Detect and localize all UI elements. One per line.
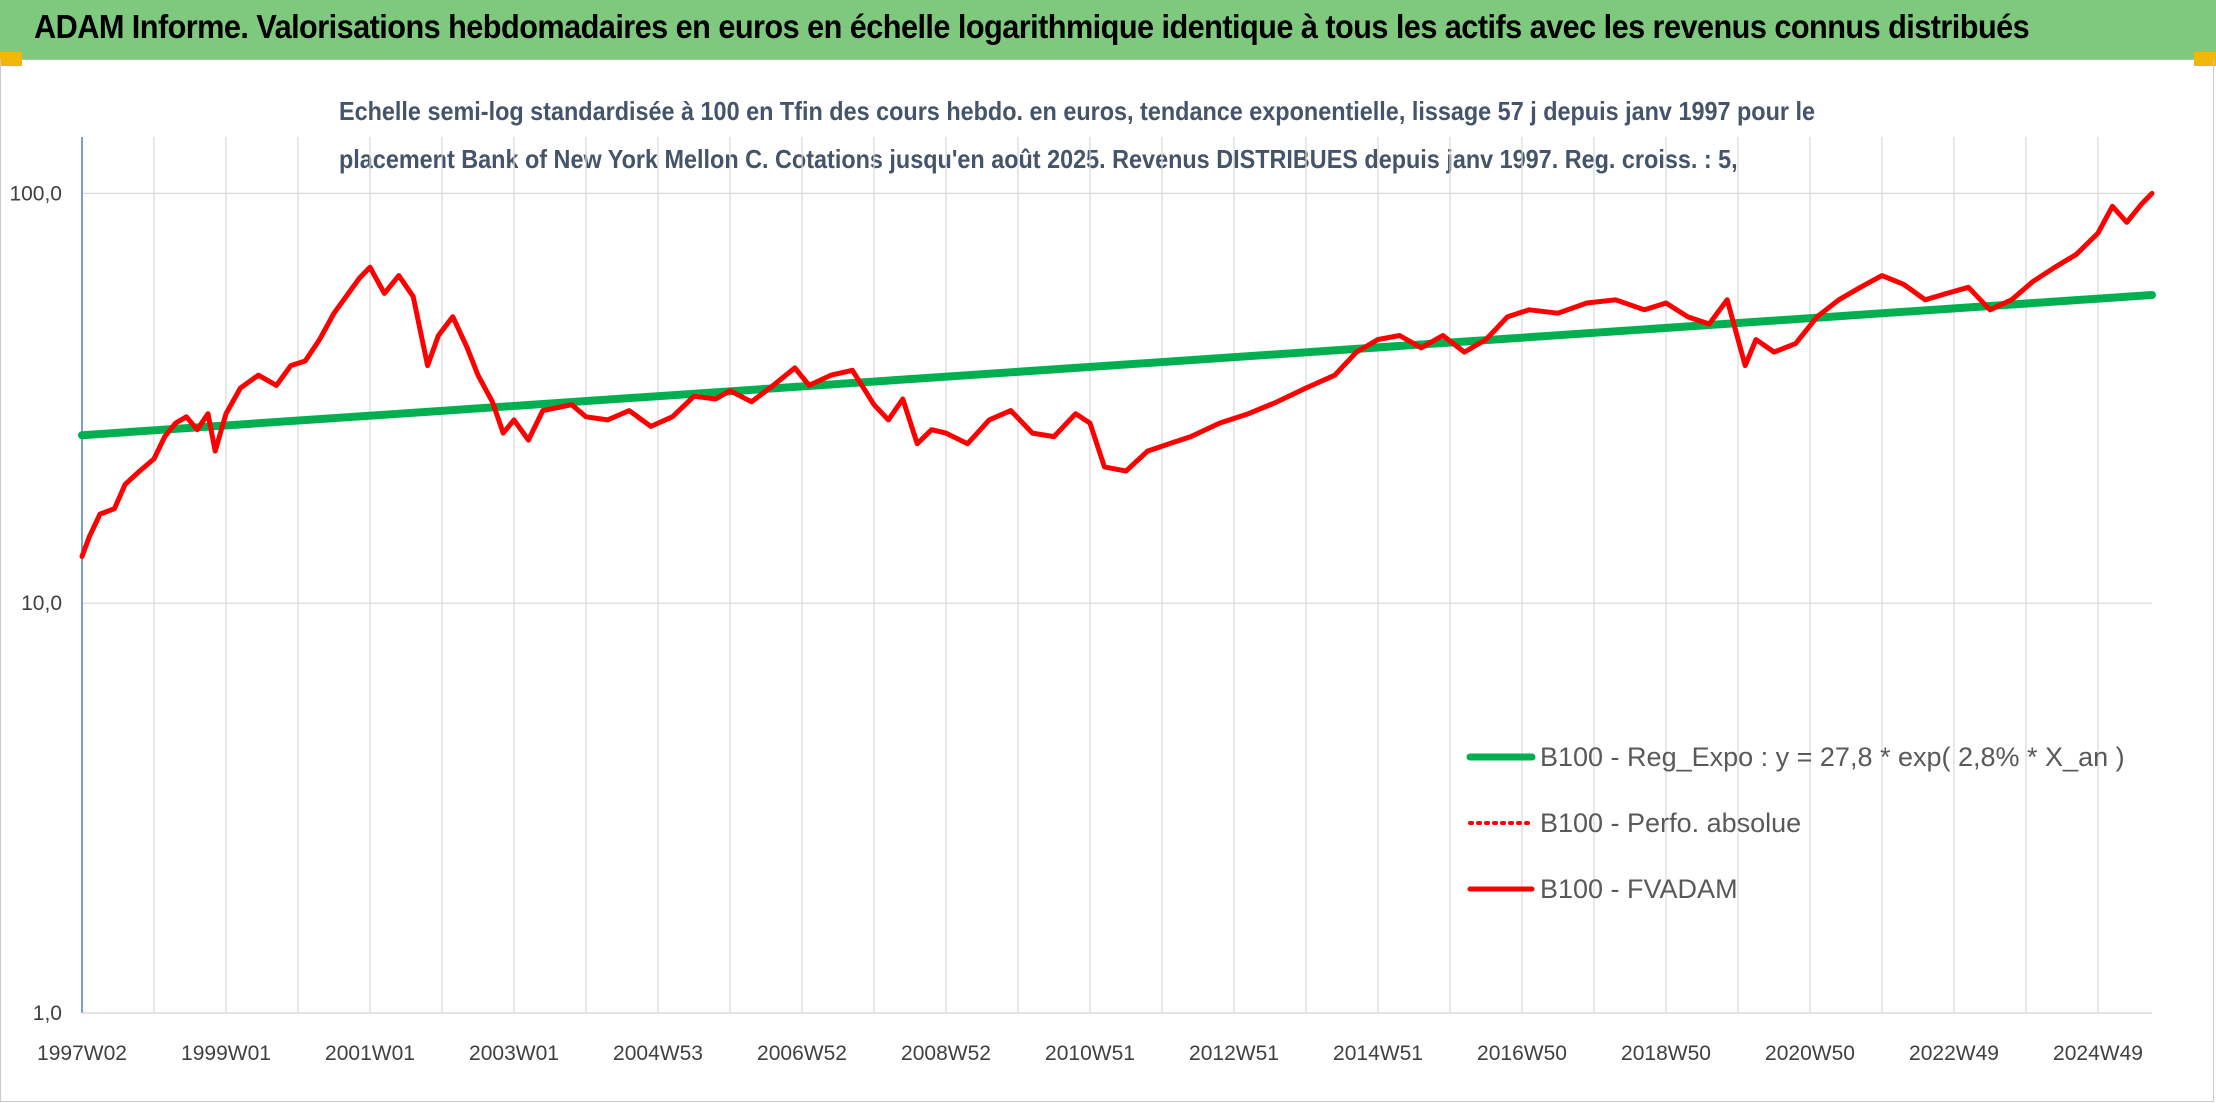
x-tick-label: 2001W01: [325, 1042, 415, 1065]
x-tick-label: 2012W51: [1189, 1042, 1279, 1065]
chart-title-line-1: Echelle semi-log standardisée à 100 en T…: [339, 96, 1816, 126]
x-tick-label: 2018W50: [1621, 1042, 1711, 1065]
x-tick-label: 2014W51: [1333, 1042, 1423, 1065]
x-tick-label: 1997W02: [37, 1042, 127, 1065]
x-tick-label: 2024W49: [2053, 1042, 2143, 1065]
legend-label: B100 - Reg_Expo : y = 27,8 * exp( 2,8% *…: [1540, 742, 2125, 772]
corner-marker-right: [2194, 52, 2216, 66]
x-tick-label: 2022W49: [1909, 1042, 1999, 1065]
corner-marker-left: [0, 52, 22, 66]
chart-title-line-2: placement Bank of New York Mellon C. Cot…: [339, 144, 1738, 174]
x-tick-label: 2004W53: [613, 1042, 703, 1065]
series-line: [79, 190, 2155, 559]
chart-frame: [0, 59, 2214, 1102]
y-tick-label: 1,0: [33, 1002, 62, 1025]
legend-label: B100 - Perfo. absolue: [1540, 808, 1801, 838]
header-bar: ADAM Informe. Valorisations hebdomadaire…: [0, 0, 2216, 60]
report-title: ADAM Informe. Valorisations hebdomadaire…: [34, 8, 2030, 45]
x-tick-label: 2020W50: [1765, 1042, 1855, 1065]
x-tick-label: 1999W01: [181, 1042, 271, 1065]
x-tick-label: 2003W01: [469, 1042, 559, 1065]
x-tick-label: 2016W50: [1477, 1042, 1567, 1065]
x-tick-label: 2010W51: [1045, 1042, 1135, 1065]
x-tick-label: 2006W52: [757, 1042, 847, 1065]
y-tick-label: 100,0: [9, 182, 62, 205]
series-line: [78, 291, 2156, 440]
x-tick-label: 2008W52: [901, 1042, 991, 1065]
legend-label: B100 - FVADAM: [1540, 874, 1738, 904]
y-tick-label: 10,0: [21, 592, 62, 615]
